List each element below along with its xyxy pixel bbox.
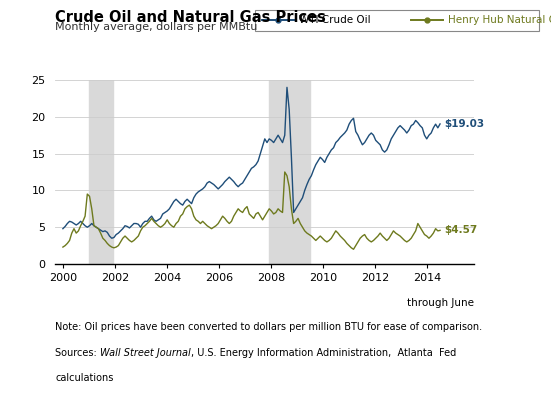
Text: $19.03: $19.03 <box>444 119 484 129</box>
Text: Note: Oil prices have been converted to dollars per million BTU for ease of comp: Note: Oil prices have been converted to … <box>55 322 482 332</box>
Bar <box>89 80 113 264</box>
Text: $4.57: $4.57 <box>444 225 478 235</box>
Text: calculations: calculations <box>55 373 114 383</box>
Bar <box>269 80 310 264</box>
Text: through June: through June <box>407 298 474 308</box>
Text: Wall Street Journal: Wall Street Journal <box>100 348 191 358</box>
Text: Monthly average, dollars per MMBtu: Monthly average, dollars per MMBtu <box>55 22 257 32</box>
Text: Sources:: Sources: <box>55 348 100 358</box>
Text: Crude Oil and Natural Gas Prices: Crude Oil and Natural Gas Prices <box>55 10 326 25</box>
Text: , U.S. Energy Information Administration,  Atlanta  Fed: , U.S. Energy Information Administration… <box>191 348 456 358</box>
Text: WTI Crude Oil: WTI Crude Oil <box>299 15 371 25</box>
Text: Henry Hub Natural Gas: Henry Hub Natural Gas <box>449 15 551 25</box>
